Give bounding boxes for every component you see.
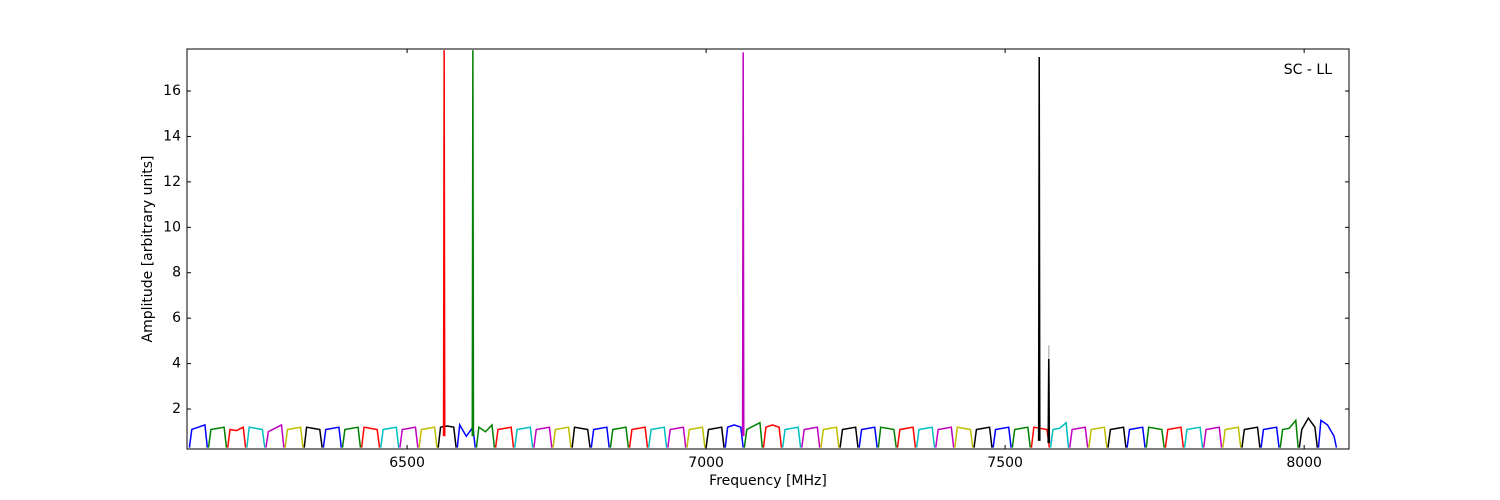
- spectrum-line: [399, 426, 419, 448]
- spectrum-line: [1298, 416, 1319, 448]
- spectrum-line: [1279, 418, 1299, 448]
- spectrum-line: [226, 426, 247, 448]
- spectrum-line: [188, 423, 209, 448]
- spectrum-line: [628, 426, 649, 448]
- y-tick-label: 2: [172, 401, 181, 417]
- spectrum-line: [741, 52, 745, 437]
- spectrum-line: [1145, 426, 1165, 448]
- annotation: SC - LL: [1284, 62, 1332, 78]
- spectrum-line: [877, 426, 898, 448]
- spectrum-line: [284, 426, 304, 448]
- spectrum-line: [471, 50, 475, 437]
- spectrum-line: [533, 426, 553, 448]
- spectrum-line: [1241, 426, 1261, 448]
- spectrum-line: [590, 426, 610, 448]
- spectrum-line: [380, 426, 400, 448]
- spectrum-line: [820, 426, 840, 448]
- spectrum-line: [781, 426, 802, 448]
- spectrum-line: [1317, 419, 1338, 448]
- spectrum-line: [762, 424, 783, 448]
- spectrum-line: [1011, 426, 1031, 448]
- spectrum-line: [437, 425, 457, 448]
- spectrum-line: [935, 426, 955, 448]
- spectrum-line: [743, 421, 764, 448]
- spectrum-line: [513, 426, 534, 448]
- y-tick-label: 10: [163, 219, 181, 235]
- spectrum-line: [1164, 426, 1185, 448]
- spectrum-line: [992, 426, 1012, 448]
- spectrum-line: [1107, 426, 1127, 448]
- spectrum-line: [341, 426, 362, 448]
- spectrum-line: [265, 423, 285, 448]
- axes-frame: [186, 48, 1350, 450]
- spectrum-line: [973, 426, 993, 448]
- spectrum-line: [571, 426, 591, 448]
- spectrum-line: [609, 426, 630, 448]
- spectrum-line: [1260, 426, 1280, 448]
- x-tick-label: 8000: [1286, 455, 1322, 471]
- x-tick-label: 6500: [389, 455, 425, 471]
- spectrum-line: [686, 426, 706, 448]
- spectrum-line: [1047, 359, 1051, 444]
- spectrum-line: [705, 426, 725, 448]
- spectrum-line: [858, 426, 878, 448]
- spectrum-line: [896, 426, 917, 448]
- spectrum-line: [839, 426, 859, 448]
- plot-area: [188, 50, 1338, 448]
- spectrum-line: [724, 424, 744, 448]
- spectrum-line: [1222, 426, 1242, 448]
- y-tick-label: 4: [172, 356, 181, 372]
- spectrum-line: [1202, 426, 1223, 448]
- y-tick-label: 14: [163, 128, 181, 144]
- y-tick-label: 6: [172, 310, 181, 326]
- spectrum-line: [494, 426, 515, 448]
- spectrum-line: [552, 426, 572, 448]
- y-tick-label: 12: [163, 174, 181, 190]
- spectrum-line: [207, 426, 228, 448]
- spectrum-line: [475, 423, 496, 448]
- spectrum-line: [1068, 426, 1089, 448]
- spectrum-line: [667, 426, 687, 448]
- y-axis-label: Amplitude [arbitrary units]: [140, 156, 156, 343]
- spectrum-line: [360, 426, 381, 448]
- y-tick-label: 8: [172, 265, 181, 281]
- spectrum-line: [322, 426, 343, 448]
- spectrum-line: [915, 426, 936, 448]
- spectrum-line: [647, 426, 668, 448]
- spectrum-line: [303, 426, 323, 448]
- spectrum-line: [418, 426, 438, 448]
- x-axis-label: Frequency [MHz]: [709, 473, 827, 489]
- spectrum-line: [1183, 426, 1204, 448]
- spectrum-line: [1126, 426, 1146, 448]
- x-tick-label: 7000: [688, 455, 724, 471]
- spectrum-line: [954, 426, 974, 448]
- spectrum-line: [1037, 56, 1041, 441]
- spectrum-line: [1088, 426, 1108, 448]
- x-tick-label: 7500: [987, 455, 1023, 471]
- spectrum-line: [442, 50, 446, 437]
- spectrum-line: [1049, 421, 1070, 448]
- spectrum-line: [801, 426, 821, 448]
- spectrum-line: [246, 426, 266, 448]
- y-tick-label: 16: [163, 83, 181, 99]
